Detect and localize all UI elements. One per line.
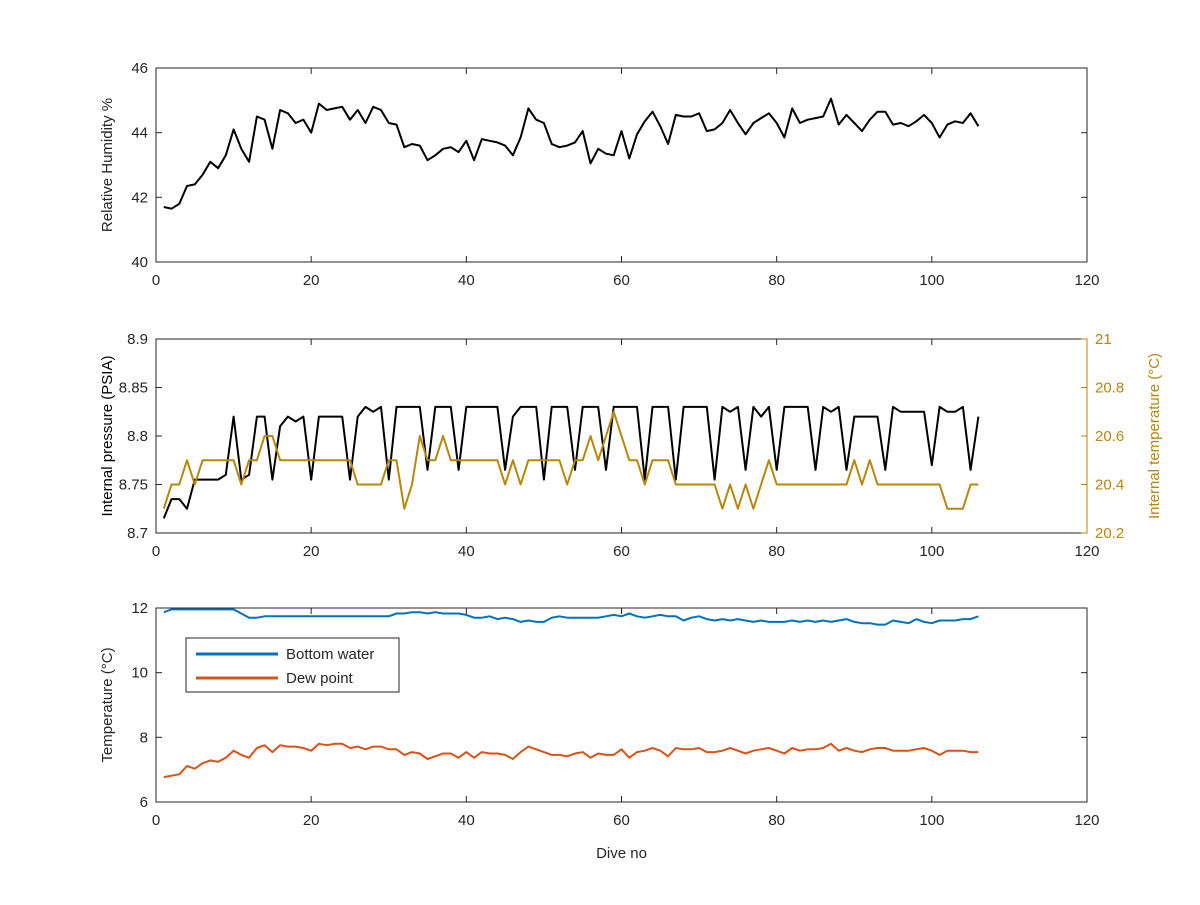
temperature-panel: 0 20 40 60 80 100 120 6 8 10 12 Temperature (°C) Div… [99,600,1100,862]
series-line-0 [163,608,979,626]
x-axis-label: Dive no [596,845,647,862]
y-axis-label: Temperature (°C) [99,647,116,762]
y-tick-label: 12 [131,600,148,617]
x-tick-label: 20 [303,543,320,560]
x-tick-label: 120 [1074,543,1099,560]
legend: Bottom water Dew point [185,637,400,693]
x-tick-label: 20 [303,272,320,289]
plot-area [156,68,1087,262]
y2-tick-label: 20.4 [1095,477,1124,494]
plot-area [156,608,1087,802]
x-tick-label: 80 [768,812,785,829]
x-tick-label: 100 [919,812,944,829]
x-tick-label: 80 [768,272,785,289]
series-line-1 [163,742,979,779]
x-tick-label: 40 [458,812,475,829]
x-tick-label: 40 [458,272,475,289]
y-tick-label: 8.8 [127,428,148,445]
y2-tick-label: 20.6 [1095,428,1124,445]
legend-label-1: Dew point [286,670,354,687]
y-tick-label: 8.9 [127,331,148,348]
series-line-0 [163,97,980,210]
y-tick-label: 10 [131,665,148,682]
y-tick-label: 44 [131,125,148,142]
legend-label-0: Bottom water [286,646,374,663]
pressure-panel: 0 20 40 60 80 100 120 8.7 8.75 8.8 8.85 8.9 20.2 20.4… [99,331,1163,560]
x-tick-label: 0 [152,543,160,560]
y-tick-label: 40 [131,254,148,271]
y2-axis-label: Internal temperature (°C) [1146,353,1163,519]
y-tick-label: 42 [131,189,148,206]
y-tick-label: 46 [131,60,148,77]
x-tick-label: 40 [458,543,475,560]
x-tick-label: 60 [613,812,630,829]
x-tick-label: 0 [152,272,160,289]
y2-tick-label: 20.2 [1095,525,1124,542]
y-axis-label: Internal pressure (PSIA) [99,356,116,517]
x-tick-label: 100 [919,272,944,289]
x-tick-label: 120 [1074,812,1099,829]
humidity-panel: 0 20 40 60 80 100 120 40 42 44 46 Relative Humidity… [99,60,1100,289]
y-tick-label: 6 [140,794,148,811]
x-tick-label: 60 [613,543,630,560]
x-tick-label: 20 [303,812,320,829]
x-tick-label: 100 [919,543,944,560]
y2-tick-label: 21 [1095,331,1112,348]
x-tick-label: 60 [613,272,630,289]
series-line-1 [162,410,979,510]
series-line-0 [162,405,980,519]
y-tick-label: 8 [140,729,148,746]
x-tick-label: 0 [152,812,160,829]
y-tick-label: 8.7 [127,525,148,542]
y-axis-label: Relative Humidity % [99,98,116,232]
legend-box [185,637,400,693]
y2-tick-label: 20.8 [1095,380,1124,397]
y-tick-label: 8.85 [119,380,148,397]
x-tick-label: 120 [1074,272,1099,289]
x-tick-label: 80 [768,543,785,560]
y-tick-label: 8.75 [119,477,148,494]
